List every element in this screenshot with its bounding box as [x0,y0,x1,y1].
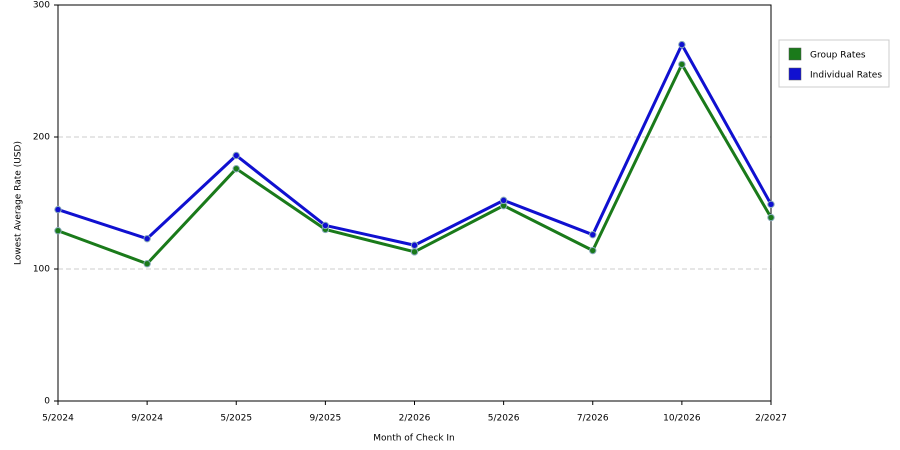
x-tick-label: 2/2027 [755,414,787,424]
data-point [499,196,508,205]
data-point [678,40,686,49]
x-tick-label: 5/2026 [488,414,520,424]
x-tick-label: 7/2026 [577,414,609,424]
x-tick-label: 10/2026 [663,414,701,424]
data-point [767,213,775,222]
x-tick-label: 5/2024 [42,414,74,424]
data-point [410,248,419,256]
legend-swatch [788,47,802,61]
data-point [143,260,151,268]
data-point [767,200,775,209]
data-point [143,234,151,243]
series-line [57,43,773,247]
legend-label: Individual Rates [810,71,882,81]
legend-label: Group Rates [810,51,866,61]
y-tick-label: 300 [33,1,50,11]
x-tick-label: 9/2025 [310,414,342,424]
data-point [54,227,62,235]
x-tick-label: 2/2026 [399,414,431,424]
data-point [54,205,62,214]
data-point [232,164,240,173]
data-point [321,221,330,230]
data-point [589,246,597,255]
data-point [589,230,597,239]
data-point [410,241,419,249]
y-axis-label: Lowest Average Rate (USD) [14,141,24,265]
y-tick-label: 0 [44,397,50,407]
y-tick-label: 100 [33,265,50,275]
legend-swatch [788,67,802,81]
x-tick-label: 9/2024 [131,414,163,424]
x-axis-label: Month of Check In [373,434,455,444]
data-point [678,60,686,69]
series-line [57,62,773,266]
x-tick-label: 5/2025 [220,414,252,424]
plot-frame [57,4,772,402]
y-tick-label: 200 [33,133,50,143]
data-point [232,151,240,160]
